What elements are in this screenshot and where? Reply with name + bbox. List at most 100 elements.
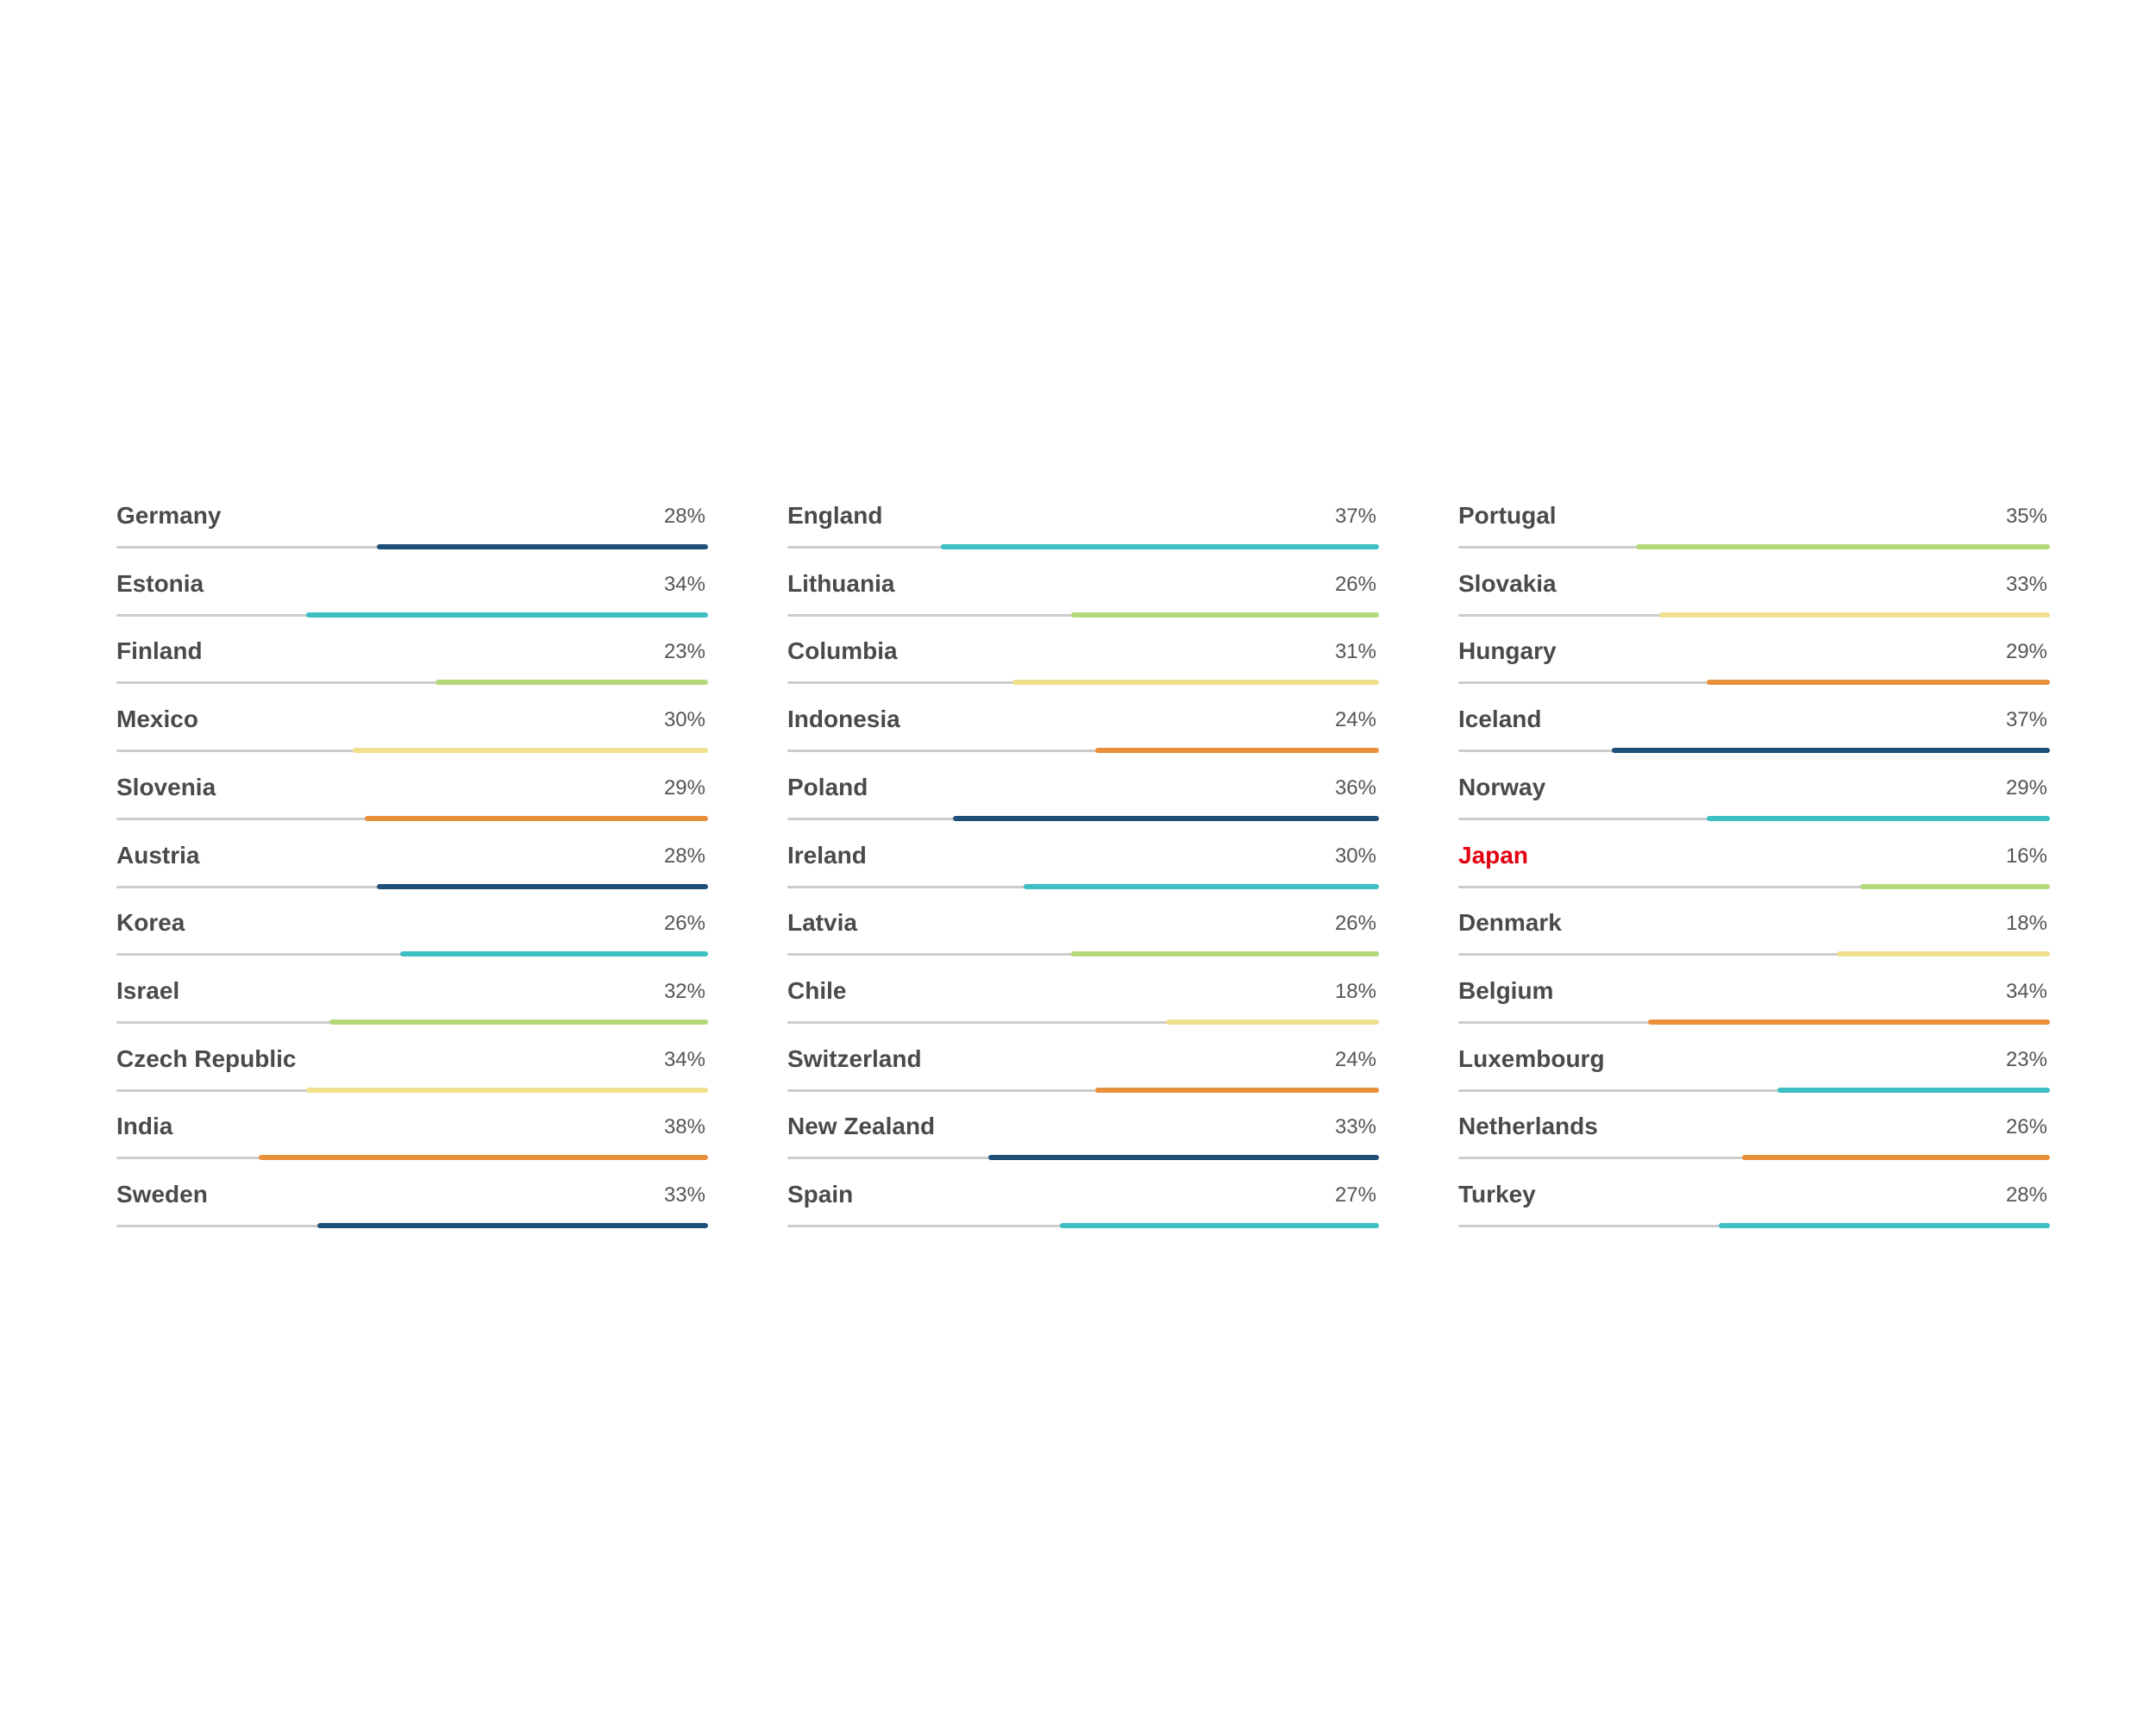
bar-fill xyxy=(1012,680,1379,686)
value-label: 34% xyxy=(663,1047,705,1071)
bar-row: Lithuania 26% xyxy=(787,558,1379,625)
bar-row: Iceland 37% xyxy=(1458,693,2050,761)
bar-fill xyxy=(988,1155,1379,1161)
value-label: 23% xyxy=(663,640,705,664)
country-label: England xyxy=(787,502,883,529)
value-label: 28% xyxy=(663,844,705,868)
bar-row: Latvia 26% xyxy=(787,897,1379,964)
country-label: Finland xyxy=(116,637,203,665)
bar-row: Indonesia 24% xyxy=(787,693,1379,761)
value-label: 37% xyxy=(2005,708,2047,732)
bar-row: Chile 18% xyxy=(787,965,1379,1032)
bar-fill xyxy=(329,1019,708,1025)
bar-row: Portugal 35% xyxy=(1458,490,2050,557)
bar-fill xyxy=(1659,612,2050,618)
value-label: 24% xyxy=(1334,1047,1376,1071)
bar-fill xyxy=(365,815,708,821)
bar-row: Belgium 34% xyxy=(1458,965,2050,1032)
bar-fill xyxy=(376,544,708,549)
bar-fill xyxy=(400,951,708,957)
value-label: 26% xyxy=(2005,1115,2047,1139)
bar-row: Czech Republic 34% xyxy=(116,1033,708,1101)
value-label: 30% xyxy=(663,708,705,732)
country-label: Spain xyxy=(787,1181,854,1208)
bar-track xyxy=(787,750,1379,753)
value-label: 36% xyxy=(1334,775,1376,800)
country-label: Slovenia xyxy=(116,773,216,800)
country-label: Norway xyxy=(1458,773,1546,800)
bar-fill xyxy=(1094,1087,1379,1093)
value-label: 34% xyxy=(663,572,705,596)
value-label: 18% xyxy=(1334,979,1376,1003)
country-label: Germany xyxy=(116,502,222,529)
bar-row: Austria 28% xyxy=(116,830,708,897)
bar-fill xyxy=(1707,815,2050,821)
bar-fill xyxy=(305,1087,708,1093)
bar-row: Japan 16% xyxy=(1458,830,2050,897)
country-label: Israel xyxy=(116,976,180,1004)
value-label: 26% xyxy=(1334,912,1376,936)
country-label: Korea xyxy=(116,909,185,937)
country-label: Luxembourg xyxy=(1458,1044,1605,1072)
bar-row: Hungary 29% xyxy=(1458,625,2050,693)
bar-fill xyxy=(1777,1087,2050,1093)
value-label: 38% xyxy=(663,1115,705,1139)
country-label: Austria xyxy=(116,841,200,869)
bar-track xyxy=(787,1088,1379,1092)
bar-row: Germany 28% xyxy=(116,490,708,557)
country-label: Sweden xyxy=(116,1181,208,1208)
bar-fill xyxy=(1094,748,1379,754)
country-label: Hungary xyxy=(1458,637,1557,665)
country-label: Slovakia xyxy=(1458,569,1557,597)
bar-row: Luxembourg 23% xyxy=(1458,1033,2050,1101)
value-label: 28% xyxy=(663,505,705,528)
country-label: Belgium xyxy=(1458,976,1554,1004)
country-label: Ireland xyxy=(787,841,867,869)
bar-track xyxy=(1458,885,2050,888)
value-label: 29% xyxy=(663,775,705,800)
bar-track xyxy=(116,681,708,685)
value-label: 33% xyxy=(1334,1115,1376,1139)
bar-row: Slovenia 29% xyxy=(116,762,708,829)
value-label: 18% xyxy=(2005,912,2047,936)
bar-row: Spain 27% xyxy=(787,1169,1379,1236)
value-label: 37% xyxy=(1334,505,1376,528)
bar-fill xyxy=(305,612,708,618)
bar-fill xyxy=(258,1155,708,1161)
bar-track xyxy=(1458,1088,2050,1092)
value-label: 33% xyxy=(2005,572,2047,596)
value-label: 29% xyxy=(2005,775,2047,800)
bar-track xyxy=(787,1020,1379,1024)
country-label: Latvia xyxy=(787,909,857,937)
value-label: 34% xyxy=(2005,979,2047,1003)
bar-fill xyxy=(941,544,1379,549)
bar-fill xyxy=(1860,883,2050,889)
bar-row: Finland 23% xyxy=(116,625,708,693)
bar-row: Poland 36% xyxy=(787,762,1379,829)
value-label: 16% xyxy=(2005,844,2047,868)
bar-fill xyxy=(353,748,708,754)
bar-row: Slovakia 33% xyxy=(1458,558,2050,625)
country-label: Columbia xyxy=(787,637,898,665)
country-label: Poland xyxy=(787,773,868,800)
value-label: 30% xyxy=(1334,844,1376,868)
bar-row: Ireland 30% xyxy=(787,830,1379,897)
bar-fill xyxy=(436,680,708,686)
country-label: Mexico xyxy=(116,706,198,733)
bar-fill xyxy=(953,815,1379,821)
value-label: 32% xyxy=(663,979,705,1003)
bar-track xyxy=(1458,953,2050,957)
bar-row: Switzerland 24% xyxy=(787,1033,1379,1101)
bar-row: Sweden 33% xyxy=(116,1169,708,1236)
country-label: Japan xyxy=(1458,841,1528,869)
bar-row: Korea 26% xyxy=(116,897,708,964)
bar-fill xyxy=(317,1223,708,1228)
bar-fill xyxy=(1612,748,2050,754)
bar-row: Denmark 18% xyxy=(1458,897,2050,964)
bar-row: Norway 29% xyxy=(1458,762,2050,829)
bar-fill xyxy=(1635,544,2050,549)
value-label: 33% xyxy=(663,1183,705,1207)
country-label: Switzerland xyxy=(787,1044,922,1072)
country-label: Netherlands xyxy=(1458,1113,1598,1140)
